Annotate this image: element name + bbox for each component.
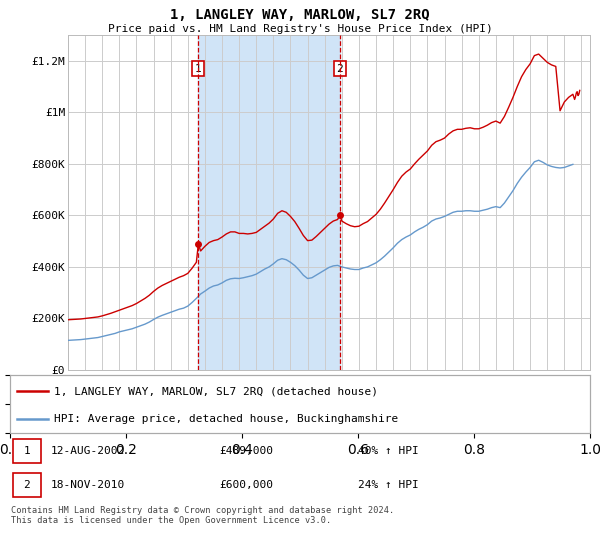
Text: Price paid vs. HM Land Registry's House Price Index (HPI): Price paid vs. HM Land Registry's House … bbox=[107, 24, 493, 34]
Text: 1, LANGLEY WAY, MARLOW, SL7 2RQ (detached house): 1, LANGLEY WAY, MARLOW, SL7 2RQ (detache… bbox=[53, 386, 377, 396]
FancyBboxPatch shape bbox=[13, 473, 41, 497]
Text: 1: 1 bbox=[23, 446, 30, 456]
FancyBboxPatch shape bbox=[13, 439, 41, 463]
Text: £600,000: £600,000 bbox=[219, 480, 273, 490]
Text: 12-AUG-2002: 12-AUG-2002 bbox=[50, 446, 125, 456]
Text: 2: 2 bbox=[337, 63, 343, 73]
Text: 40% ↑ HPI: 40% ↑ HPI bbox=[358, 446, 419, 456]
Text: 18-NOV-2010: 18-NOV-2010 bbox=[50, 480, 125, 490]
Text: HPI: Average price, detached house, Buckinghamshire: HPI: Average price, detached house, Buck… bbox=[53, 413, 398, 423]
Bar bbox=[199, 35, 340, 370]
Text: 1: 1 bbox=[195, 63, 202, 73]
Text: £489,000: £489,000 bbox=[219, 446, 273, 456]
Text: 2: 2 bbox=[23, 480, 30, 490]
Text: 1, LANGLEY WAY, MARLOW, SL7 2RQ: 1, LANGLEY WAY, MARLOW, SL7 2RQ bbox=[170, 8, 430, 22]
Text: Contains HM Land Registry data © Crown copyright and database right 2024.
This d: Contains HM Land Registry data © Crown c… bbox=[11, 506, 394, 525]
Text: 24% ↑ HPI: 24% ↑ HPI bbox=[358, 480, 419, 490]
